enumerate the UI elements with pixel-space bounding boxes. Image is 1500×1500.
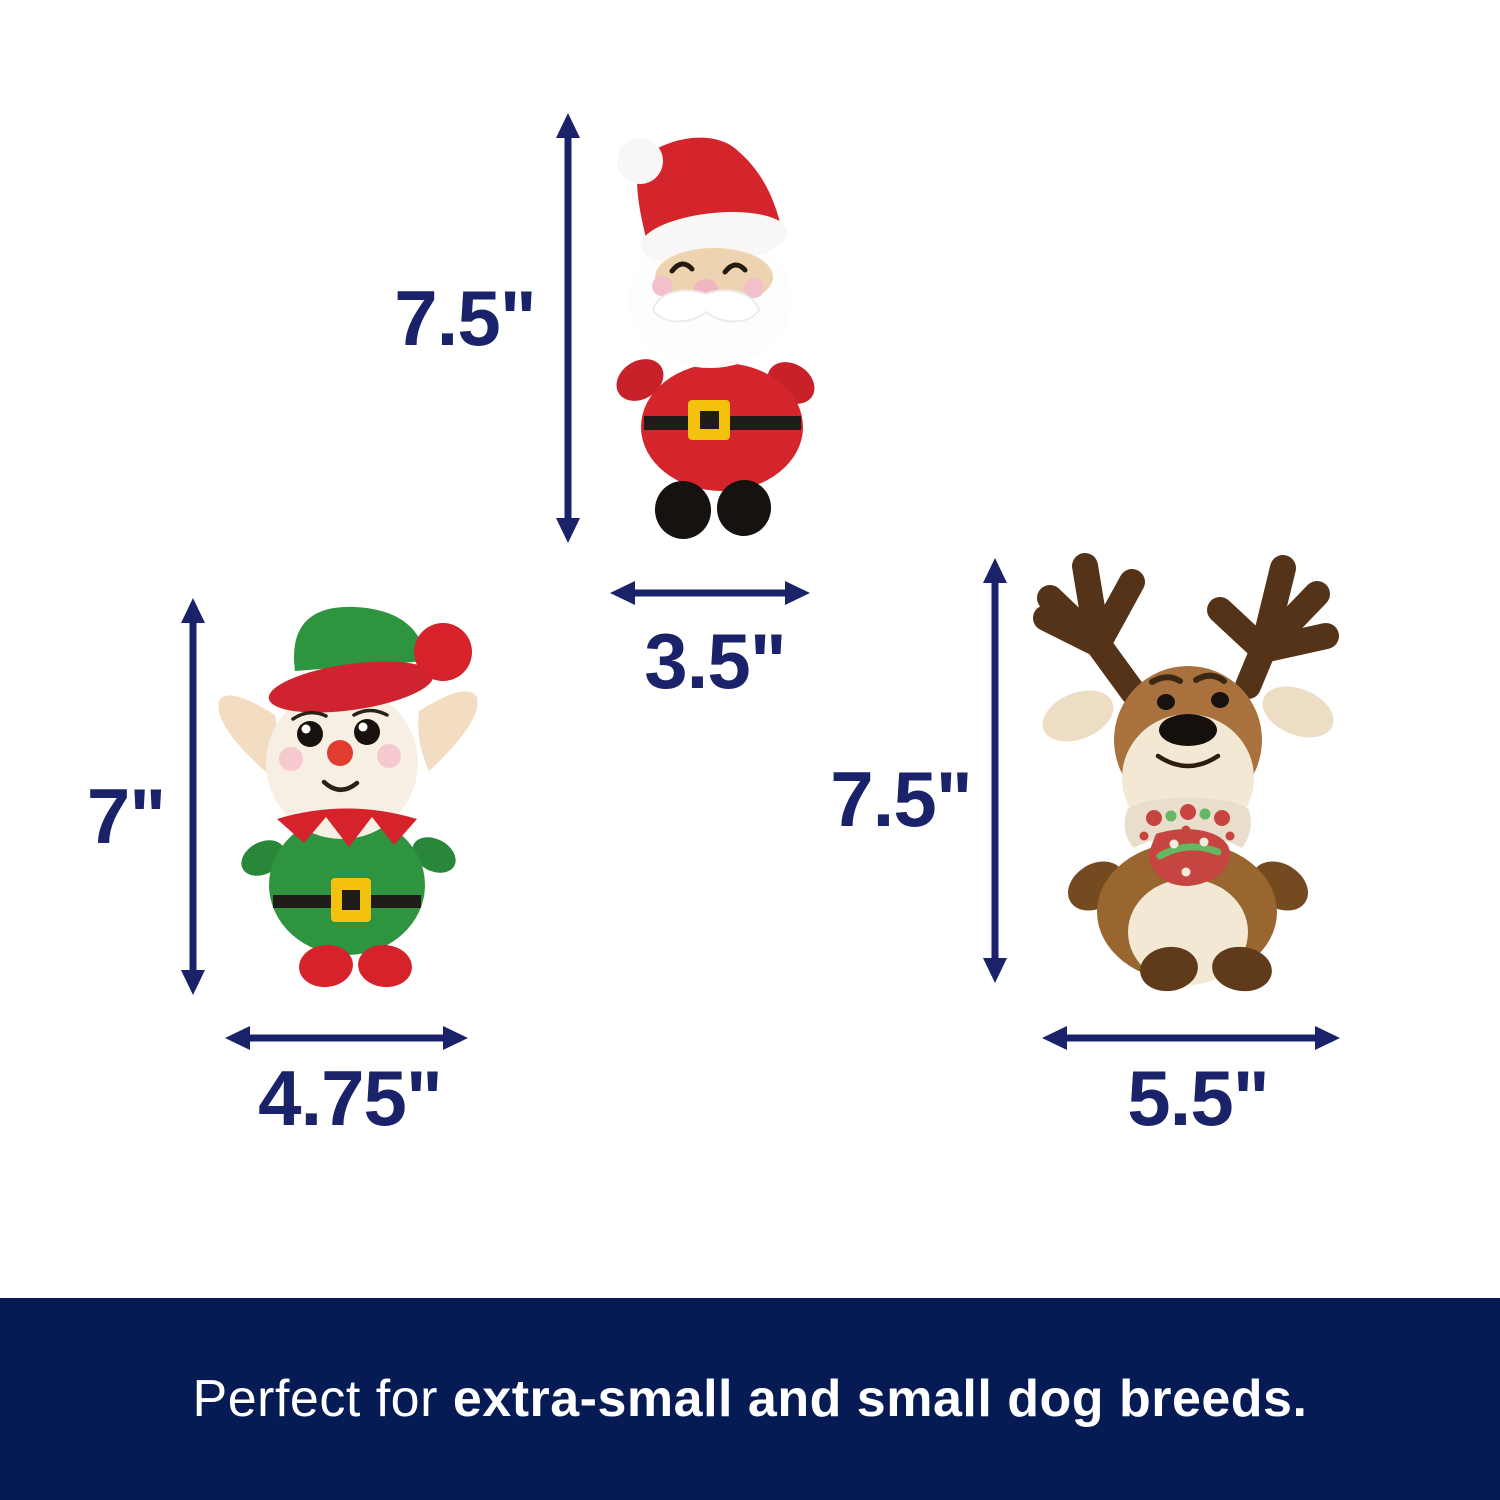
elf-hat-brim — [268, 661, 434, 713]
reindeer-eyes — [1157, 692, 1229, 710]
elf-hat-pom — [414, 623, 472, 681]
elf-hat — [294, 606, 427, 671]
reindeer-feet — [1140, 946, 1272, 992]
santa-height-label: 7.5" — [394, 274, 536, 362]
santa-mustache — [651, 289, 761, 323]
banner-text-bold: extra-small and small dog breeds. — [452, 1370, 1308, 1428]
elf-belt-buckle — [331, 878, 371, 922]
elf-width-label: 4.75" — [258, 1054, 443, 1142]
banner-text-regular: Perfect for — [192, 1370, 453, 1428]
santa-hat-brim — [640, 212, 788, 266]
elf-width-arrow — [225, 1026, 468, 1050]
reindeer-nose — [1159, 714, 1217, 746]
elf-collar — [277, 808, 417, 847]
elf-nose — [327, 740, 353, 766]
santa-hat-pom — [617, 138, 663, 184]
elf-height-arrow — [181, 598, 205, 995]
banner-text: Perfect for extra-small and small dog br… — [193, 1369, 1308, 1429]
santa-height-arrow — [556, 113, 580, 543]
reindeer-mouth — [1155, 753, 1221, 769]
reindeer-ears — [1042, 686, 1334, 742]
reindeer-scarf — [1124, 797, 1251, 886]
santa-width-arrow — [610, 581, 810, 605]
santa-belt-buckle — [688, 400, 730, 440]
santa-width-label: 3.5" — [644, 617, 786, 705]
santa-eyes — [669, 261, 748, 275]
elf-ears — [218, 691, 478, 773]
santa-feet — [654, 480, 772, 539]
elf-height-label: 7" — [86, 772, 166, 860]
reindeer-antlers — [1033, 553, 1339, 705]
reindeer-plush-toy — [1033, 553, 1339, 992]
reindeer-width-arrow — [1042, 1026, 1340, 1050]
elf-cheeks — [279, 744, 401, 771]
elf-eyes — [297, 719, 380, 747]
reindeer-eyebrows — [1149, 672, 1227, 685]
santa-arms — [616, 359, 815, 404]
elf-mouth — [321, 779, 360, 792]
santa-plush-toy — [616, 137, 815, 539]
elf-eyebrows — [291, 708, 389, 721]
reindeer-height-label: 7.5" — [830, 755, 972, 843]
reindeer-width-label: 5.5" — [1127, 1054, 1269, 1142]
reindeer-height-arrow — [983, 558, 1007, 983]
santa-cheeks — [652, 276, 764, 298]
elf-plush-toy — [218, 606, 478, 988]
elf-feet — [299, 944, 412, 988]
elf-arms — [241, 837, 456, 876]
banner: Perfect for extra-small and small dog br… — [0, 1298, 1500, 1500]
